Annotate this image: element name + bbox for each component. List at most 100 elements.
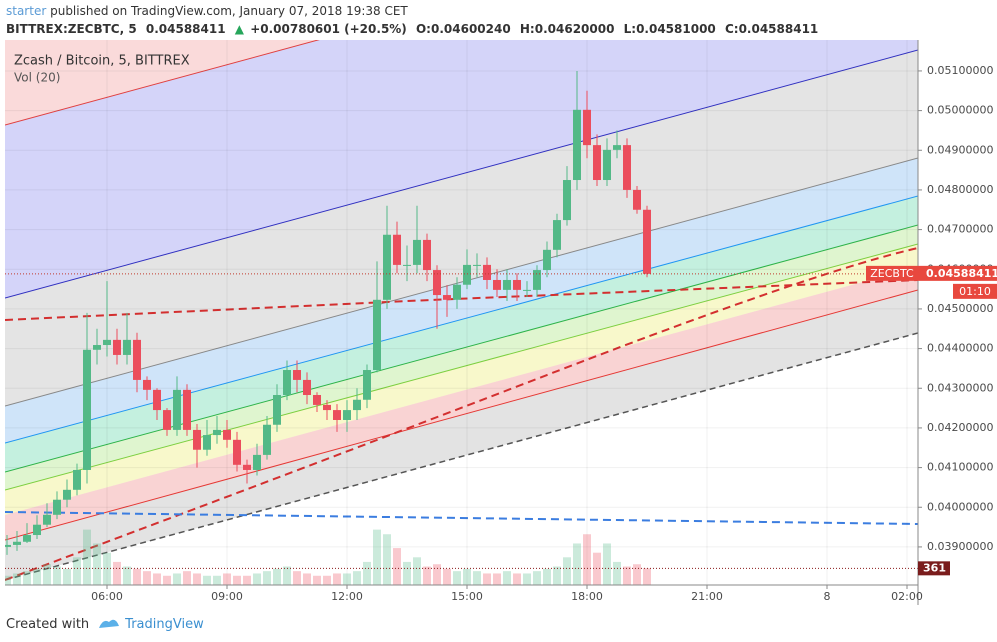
volume-bar	[373, 529, 381, 585]
candle-body	[343, 410, 351, 420]
volume-title: Vol (20)	[14, 71, 60, 85]
volume-bar	[533, 571, 541, 585]
volume-bar	[223, 573, 231, 585]
ohlc-open: O:0.04600240	[415, 22, 511, 36]
candle-body	[633, 189, 641, 210]
publish-line: starter published on TradingView.com, Ja…	[6, 4, 408, 18]
candle-body	[243, 464, 251, 470]
volume-bar	[493, 573, 501, 585]
volume-bar	[113, 561, 121, 585]
regression-channel	[5, 40, 918, 581]
author[interactable]: starter	[6, 4, 47, 18]
volume-bar	[243, 575, 251, 585]
x-tick-label: 06:00	[91, 590, 123, 603]
change: +0.00780601 (+20.5%)	[250, 22, 407, 36]
candle-body	[203, 435, 211, 450]
volume-bar	[123, 566, 131, 585]
y-tick-label: 0.04200000	[927, 421, 993, 434]
candle-body	[283, 370, 291, 396]
volume-bar	[513, 573, 521, 585]
volume-bar	[183, 571, 191, 585]
candle-body	[193, 429, 201, 450]
y-tick-label: 0.04400000	[927, 342, 993, 355]
volume-bar	[143, 571, 151, 585]
candle-body	[263, 424, 271, 455]
candle-body	[53, 499, 61, 515]
volume-bar	[503, 571, 511, 585]
candle-body	[573, 109, 581, 181]
candle-body	[593, 145, 601, 181]
volume-bar	[13, 573, 21, 585]
chart-title: Zcash / Bitcoin, 5, BITTREX	[14, 54, 190, 69]
volume-bar	[623, 566, 631, 585]
candle-body	[323, 404, 331, 411]
volume-bar	[303, 573, 311, 585]
volume-label: 361	[923, 561, 946, 574]
candle-body	[13, 541, 21, 545]
volume-tag	[918, 561, 950, 576]
candle-body	[23, 535, 31, 542]
candle-body	[513, 279, 521, 290]
candle-body	[213, 429, 221, 436]
volume-bar	[93, 543, 101, 585]
series	[5, 70, 918, 585]
volume-bar	[543, 568, 551, 585]
arrow: ▲	[234, 22, 245, 36]
candle-body	[103, 339, 111, 346]
candle-body	[253, 454, 261, 470]
candle-body	[183, 389, 191, 430]
ohlc-high: H:0.04620000	[519, 22, 615, 36]
y-tick-label: 0.04800000	[927, 183, 993, 196]
candle-body	[333, 410, 341, 420]
price-tag	[918, 265, 997, 281]
y-tick-label: 0.04700000	[927, 223, 993, 236]
symbol-tag	[866, 265, 918, 281]
x-tick-label: 02:00	[891, 590, 923, 603]
volume-bar	[43, 564, 51, 585]
candle-body	[493, 279, 501, 290]
candle-body	[603, 149, 611, 181]
volume-bar	[403, 561, 411, 585]
volume-bar	[413, 557, 421, 585]
candle-body	[233, 439, 241, 465]
x-tick-label: 15:00	[451, 590, 483, 603]
axis-labels: 0.03900000 0.04000000 0.04100000 0.04200000…	[91, 64, 997, 603]
brand-icon	[99, 619, 120, 628]
volume-bar	[133, 568, 141, 585]
volume-bar	[563, 557, 571, 585]
volume-bar	[573, 543, 581, 585]
candle-body	[113, 339, 121, 355]
symbol-label: ZECBTC	[870, 267, 914, 280]
symbol: BITTREX:ZECBTC, 5	[6, 22, 137, 36]
volume-bar	[333, 573, 341, 585]
volume-bar	[553, 566, 561, 585]
candle-body	[273, 395, 281, 425]
volume-bar	[393, 548, 401, 585]
volume-bar	[613, 561, 621, 585]
candle-body	[443, 295, 451, 300]
volume-bar	[363, 561, 371, 585]
brand[interactable]: TradingView	[125, 616, 204, 632]
candle-body	[533, 270, 541, 290]
candle-body	[463, 264, 471, 285]
candle-body	[433, 270, 441, 296]
volume-bar	[343, 573, 351, 585]
y-tick-label: 0.04900000	[927, 143, 993, 156]
candle-body	[303, 379, 311, 396]
y-tick-label: 0.05000000	[927, 104, 993, 117]
volume-bar	[443, 568, 451, 585]
volume-bar	[33, 568, 41, 585]
candle-body	[403, 264, 411, 266]
candle-body	[63, 489, 71, 500]
volume-bar	[483, 573, 491, 585]
ohlc-low: L:0.04581000	[623, 22, 716, 36]
candle-body	[373, 299, 381, 371]
volume-bar	[63, 568, 71, 585]
y-tick-label: 0.03900000	[927, 540, 993, 553]
footer: Created with TradingView	[6, 616, 204, 632]
candle-body	[173, 389, 181, 430]
volume-bar	[603, 543, 611, 585]
volume-bar	[323, 575, 331, 585]
countdown-tag	[953, 283, 997, 299]
